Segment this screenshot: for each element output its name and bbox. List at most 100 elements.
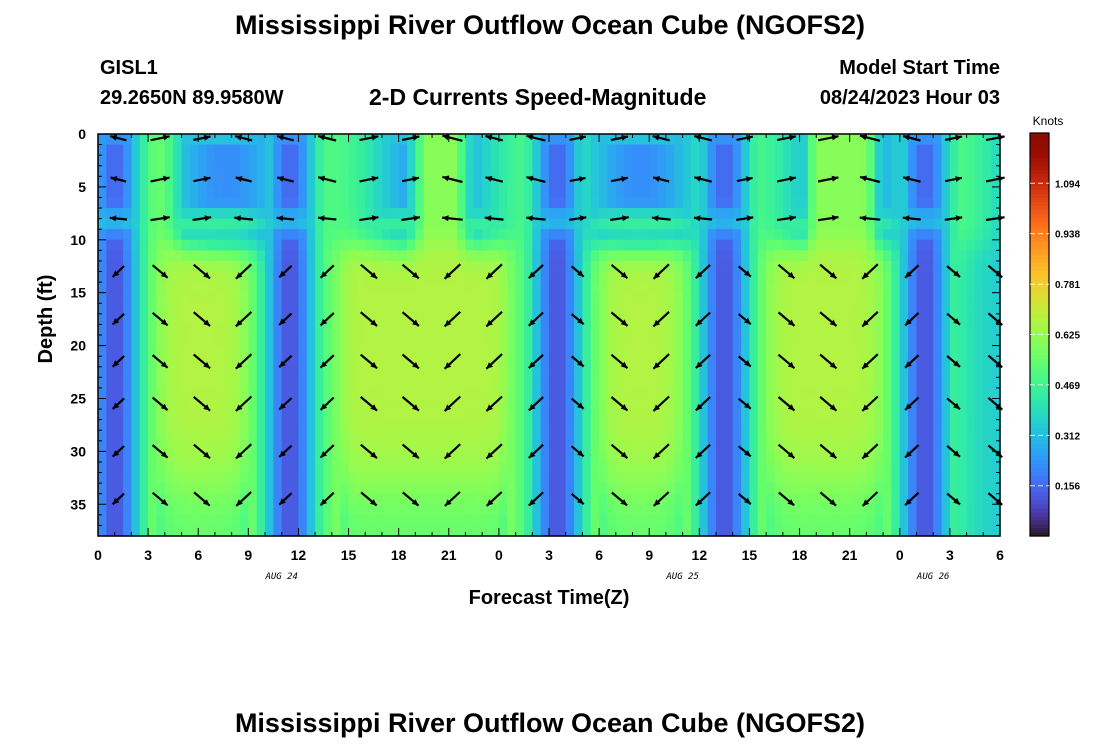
heatmap-cell (565, 250, 575, 262)
heatmap-cell (941, 409, 951, 421)
heatmap-cell (674, 335, 684, 347)
heatmap-cell (607, 271, 617, 283)
heatmap-cell (173, 134, 183, 146)
heatmap-cell (732, 324, 742, 336)
heatmap-cell (883, 483, 893, 495)
heatmap-cell (331, 387, 341, 400)
heatmap-cell (824, 335, 834, 347)
heatmap-cell (557, 398, 567, 410)
heatmap-cell (231, 366, 241, 378)
heatmap-cell (991, 504, 1001, 516)
heatmap-cell (239, 229, 249, 241)
heatmap-cell (766, 409, 776, 421)
heatmap-cell (148, 461, 158, 474)
heatmap-cell (590, 292, 600, 304)
heatmap-cell (615, 461, 625, 474)
current-arrow (611, 491, 628, 507)
heatmap-cell (239, 335, 249, 347)
heatmap-cell (106, 335, 116, 347)
heatmap-cell (816, 430, 826, 442)
heatmap-cell (774, 271, 784, 283)
heatmap-cell (432, 155, 442, 167)
heatmap-cell (348, 208, 358, 220)
heatmap-cell (924, 155, 934, 167)
heatmap-cell (774, 419, 784, 431)
heatmap-cell (615, 271, 625, 283)
heatmap-cell (858, 525, 867, 537)
colorbar-swatch (1030, 145, 1049, 150)
heatmap-cell (732, 208, 742, 220)
current-arrow (401, 311, 420, 327)
heatmap-cell (448, 186, 458, 199)
heatmap-cell (574, 292, 584, 304)
heatmap-cell (732, 461, 742, 474)
heatmap-cell (523, 134, 533, 146)
heatmap-cell (498, 356, 508, 368)
heatmap-cell (381, 186, 391, 199)
heatmap-cell (690, 176, 700, 188)
heatmap-cell (874, 398, 884, 410)
heatmap-cell (933, 345, 943, 357)
heatmap-cell (298, 260, 308, 273)
heatmap-cell (373, 208, 383, 220)
heatmap-cell (574, 282, 584, 294)
heatmap-cell (665, 229, 675, 241)
chart-title: Mississippi River Outflow Ocean Cube (NG… (234, 10, 866, 40)
heatmap-cell (849, 398, 859, 410)
heatmap-cell (707, 525, 717, 537)
heatmap-cell (407, 483, 416, 495)
heatmap-cell (290, 356, 300, 368)
heatmap-cell (315, 155, 325, 167)
heatmap-cell (766, 303, 776, 315)
heatmap-cell (106, 525, 116, 537)
heatmap-cell (281, 430, 291, 442)
heatmap-cell (933, 483, 943, 495)
heatmap-cell (624, 461, 634, 474)
heatmap-cell (290, 366, 300, 378)
heatmap-cell (741, 483, 751, 495)
heatmap-cell (265, 409, 274, 421)
heatmap-cell (231, 398, 241, 410)
heatmap-cell (874, 472, 884, 484)
heatmap-cell (323, 282, 333, 294)
heatmap-cell (306, 165, 316, 177)
heatmap-cell (841, 324, 851, 336)
heatmap-cell (98, 472, 107, 484)
heatmap-cell (590, 504, 600, 516)
heatmap-cell (148, 387, 158, 400)
heatmap-cell (966, 356, 976, 368)
heatmap-cell (448, 504, 458, 516)
heatmap-cell (523, 483, 533, 495)
heatmap-cell (699, 335, 709, 347)
heatmap-cell (891, 313, 901, 326)
heatmap-cell (615, 176, 625, 188)
heatmap-cell (791, 176, 801, 188)
heatmap-cell (590, 260, 600, 273)
heatmap-cell (590, 398, 600, 410)
heatmap-cell (958, 419, 968, 431)
heatmap-cell (791, 250, 801, 262)
heatmap-cell (523, 514, 533, 527)
heatmap-cell (523, 324, 533, 336)
heatmap-cell (824, 377, 834, 389)
heatmap-cell (774, 186, 784, 199)
heatmap-cell (724, 176, 734, 188)
heatmap-cell (181, 186, 191, 199)
heatmap-cell (991, 514, 1001, 527)
heatmap-cell (131, 345, 141, 357)
heatmap-cell (649, 440, 659, 452)
heatmap-cell (682, 409, 692, 421)
heatmap-cell (331, 451, 341, 463)
heatmap-cell (315, 451, 325, 463)
heatmap-cell (766, 165, 776, 177)
heatmap-cell (665, 165, 675, 177)
heatmap-cell (164, 514, 174, 527)
heatmap-cell (440, 387, 450, 400)
heatmap-cell (206, 356, 216, 368)
heatmap-cell (298, 303, 308, 315)
heatmap-cell (348, 303, 358, 315)
heatmap-cell (599, 409, 609, 421)
heatmap-cell (665, 218, 675, 230)
current-arrow (444, 491, 461, 507)
heatmap-cell (348, 430, 358, 442)
